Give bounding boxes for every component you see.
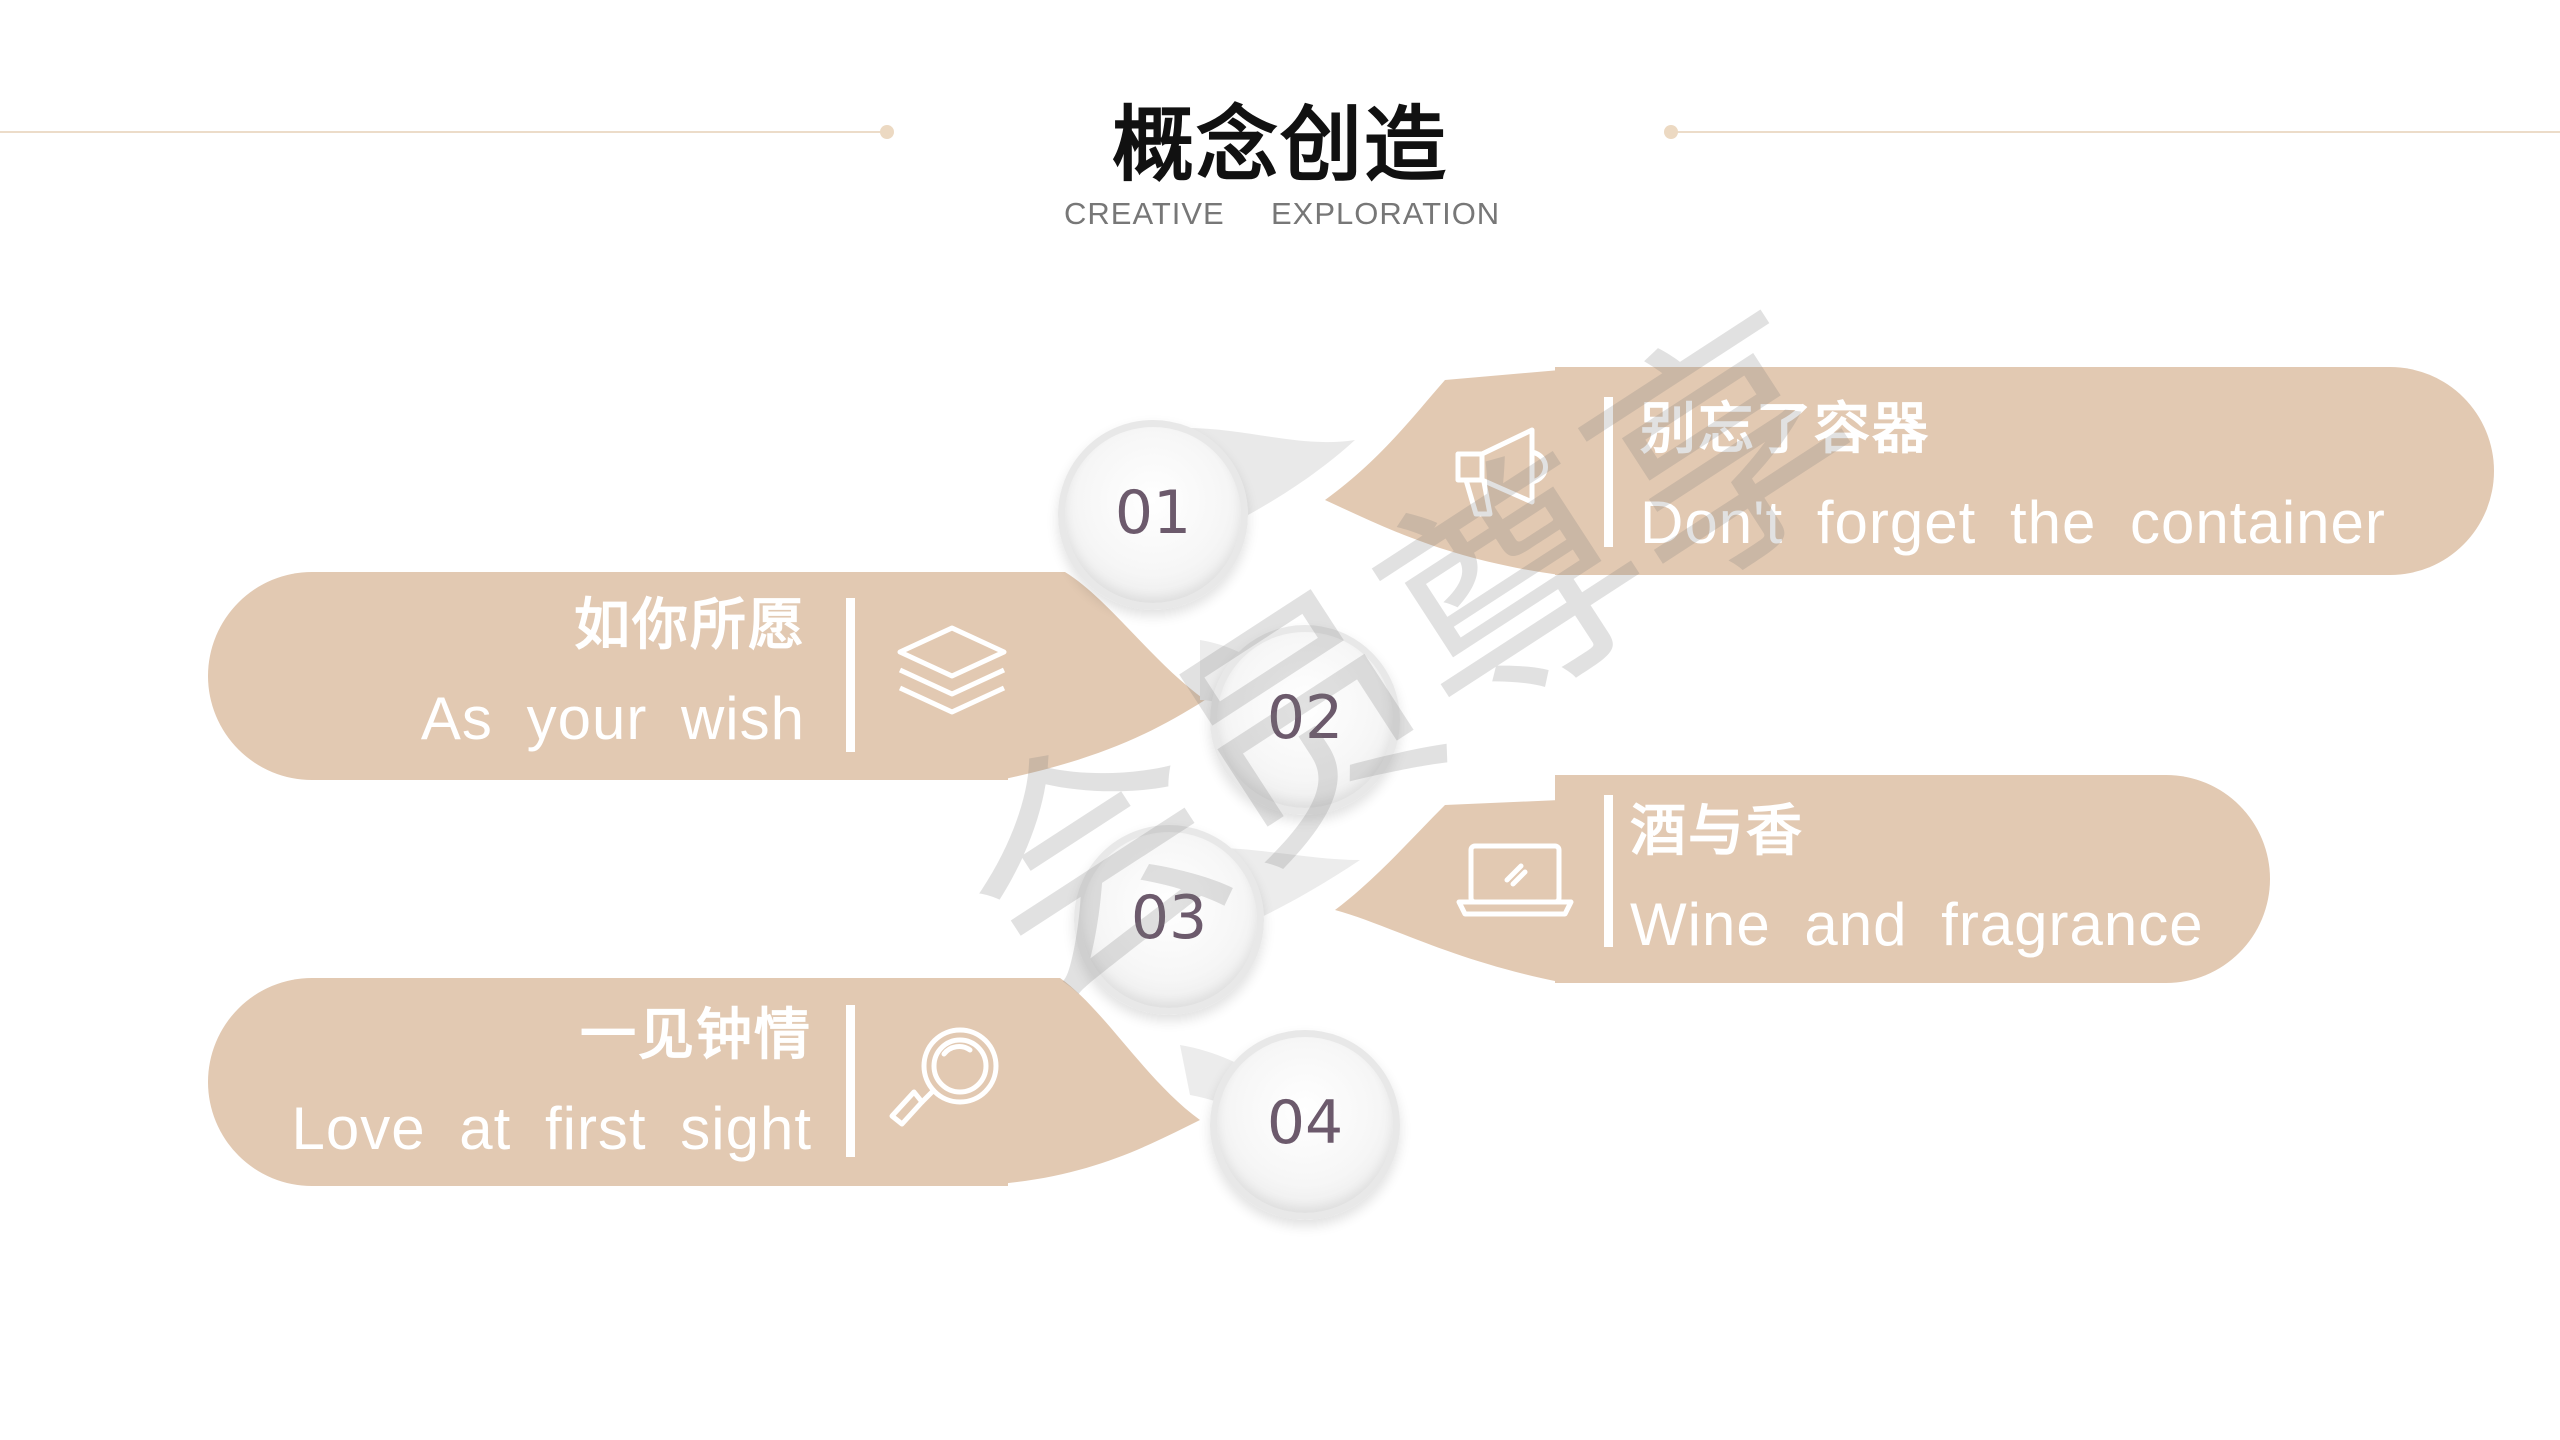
separator-04 [846, 1005, 855, 1157]
number-circle-02 [1210, 625, 1400, 815]
item-02-title-en: As your wish [420, 685, 805, 752]
magnifier-icon [888, 1020, 1008, 1144]
number-circle-01 [1058, 420, 1248, 610]
page-title: 概念创造 [1111, 98, 1448, 193]
separator-03 [1604, 795, 1613, 947]
item-04-title-en: Love at first sight [291, 1095, 812, 1162]
item-03-title-en: Wine and fragrance [1630, 891, 2204, 958]
card-item-04 [208, 978, 1008, 1186]
number-03: 03 [1130, 883, 1208, 953]
number-circle-03 [1074, 825, 1264, 1015]
card-item-02 [208, 572, 1008, 780]
number-02: 02 [1266, 683, 1344, 753]
layers-icon [892, 620, 1012, 734]
separator-01 [1604, 397, 1613, 547]
header-dot-left [880, 125, 894, 139]
item-01-title-en: Don't forget the container [1640, 489, 2386, 556]
item-04-title-zh: 一见钟情 [580, 1003, 812, 1068]
number-circle-04 [1210, 1030, 1400, 1220]
card-item-03 [1555, 775, 2270, 983]
card-item-01 [1555, 367, 2494, 575]
separator-02 [846, 598, 855, 752]
item-03-title-zh: 酒与香 [1630, 799, 1804, 864]
number-04: 04 [1266, 1088, 1344, 1158]
header-line-left [0, 131, 882, 133]
megaphone-icon [1452, 422, 1562, 526]
item-01-title-zh: 别忘了容器 [1640, 397, 1930, 462]
header-dot-right [1664, 125, 1678, 139]
item-02-title-zh: 如你所愿 [574, 593, 806, 658]
number-01: 01 [1114, 478, 1192, 548]
subtitle-right: EXPLORATION [1271, 196, 1501, 231]
laptop-icon [1455, 840, 1575, 924]
header-line-right [1674, 131, 2560, 133]
subtitle-left: CREATIVE [1064, 196, 1225, 231]
